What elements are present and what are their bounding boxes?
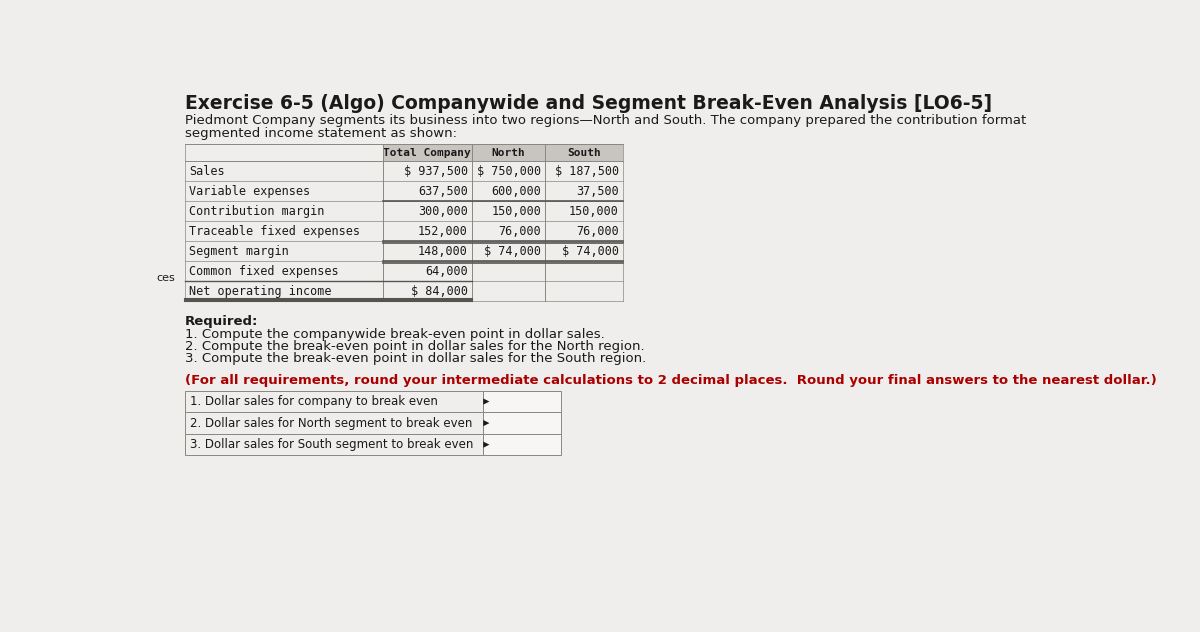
Text: $ 187,500: $ 187,500: [554, 165, 619, 178]
Text: Variable expenses: Variable expenses: [188, 185, 310, 198]
Text: $ 74,000: $ 74,000: [562, 245, 619, 258]
Text: 300,000: 300,000: [418, 205, 468, 218]
Bar: [484, 391, 560, 412]
Text: Piedmont Company segments its business into two regions—North and South. The com: Piedmont Company segments its business i…: [185, 114, 1026, 126]
Bar: [484, 412, 560, 434]
Text: 1. Compute the companywide break-even point in dollar sales.: 1. Compute the companywide break-even po…: [185, 327, 605, 341]
Text: ces: ces: [156, 272, 175, 283]
Bar: [185, 391, 484, 412]
Bar: [185, 412, 484, 434]
Text: Contribution margin: Contribution margin: [188, 205, 324, 218]
Text: South: South: [568, 148, 601, 158]
Polygon shape: [484, 398, 490, 404]
Text: 3. Compute the break-even point in dollar sales for the South region.: 3. Compute the break-even point in dolla…: [185, 352, 646, 365]
Text: Required:: Required:: [185, 315, 258, 328]
Text: North: North: [492, 148, 526, 158]
Text: 1. Dollar sales for company to break even: 1. Dollar sales for company to break eve…: [190, 395, 437, 408]
Text: 600,000: 600,000: [492, 185, 541, 198]
Text: Exercise 6-5 (Algo) Companywide and Segment Break-Even Analysis [LO6-5]: Exercise 6-5 (Algo) Companywide and Segm…: [185, 94, 992, 113]
Text: 76,000: 76,000: [576, 225, 619, 238]
Polygon shape: [484, 442, 490, 447]
Bar: [484, 434, 560, 456]
Text: Common fixed expenses: Common fixed expenses: [188, 265, 338, 278]
Text: 76,000: 76,000: [499, 225, 541, 238]
Text: Total Company: Total Company: [383, 148, 470, 158]
Text: 150,000: 150,000: [569, 205, 619, 218]
Text: 152,000: 152,000: [418, 225, 468, 238]
Text: $ 84,000: $ 84,000: [410, 285, 468, 298]
Text: $ 937,500: $ 937,500: [403, 165, 468, 178]
Text: 64,000: 64,000: [425, 265, 468, 278]
Bar: [383, 144, 623, 161]
Text: Net operating income: Net operating income: [188, 285, 331, 298]
Text: Sales: Sales: [188, 165, 224, 178]
Text: 150,000: 150,000: [492, 205, 541, 218]
Text: 3. Dollar sales for South segment to break even: 3. Dollar sales for South segment to bre…: [190, 438, 473, 451]
Polygon shape: [484, 420, 490, 426]
Text: 637,500: 637,500: [418, 185, 468, 198]
Text: 2. Dollar sales for North segment to break even: 2. Dollar sales for North segment to bre…: [190, 416, 472, 430]
Text: Traceable fixed expenses: Traceable fixed expenses: [188, 225, 360, 238]
Text: segmented income statement as shown:: segmented income statement as shown:: [185, 126, 457, 140]
Text: 37,500: 37,500: [576, 185, 619, 198]
Text: $ 74,000: $ 74,000: [485, 245, 541, 258]
Text: (For all requirements, round your intermediate calculations to 2 decimal places.: (For all requirements, round your interm…: [185, 374, 1157, 387]
Text: $ 750,000: $ 750,000: [478, 165, 541, 178]
Bar: [185, 434, 484, 456]
Text: 2. Compute the break-even point in dollar sales for the North region.: 2. Compute the break-even point in dolla…: [185, 340, 644, 353]
Text: Segment margin: Segment margin: [188, 245, 288, 258]
Text: 148,000: 148,000: [418, 245, 468, 258]
